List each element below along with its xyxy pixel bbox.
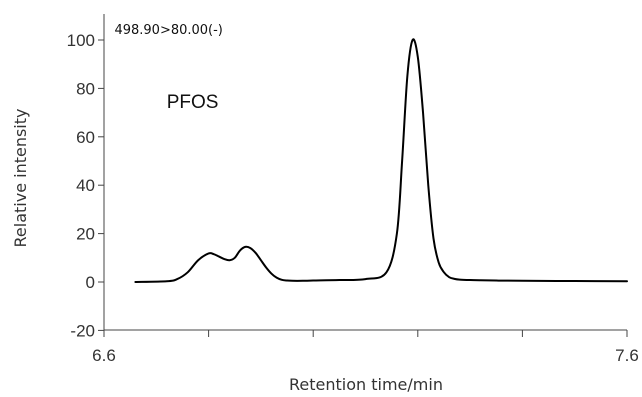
y-axis-title: Relative intensity xyxy=(11,109,30,248)
y-tick-label: 40 xyxy=(76,176,95,195)
plot-area: -20 0 20 40 60 80 100 6.6 7.6 498.90>80.00(-) PF… xyxy=(67,14,639,365)
y-tick-label: -20 xyxy=(70,321,95,340)
chromatogram-trace xyxy=(134,38,628,283)
y-axis-ticks: -20 0 20 40 60 80 100 xyxy=(67,31,104,340)
transition-annotation: 498.90>80.00(-) xyxy=(114,23,222,38)
compound-label: PFOS xyxy=(167,92,219,113)
annotations: 498.90>80.00(-) PFOS xyxy=(114,23,222,113)
y-tick-label: 100 xyxy=(67,31,95,50)
x-tick-label: 7.6 xyxy=(615,346,639,365)
x-tick-label: 6.6 xyxy=(92,346,116,365)
x-axis-title: Retention time/min xyxy=(289,375,443,394)
y-tick-label: 60 xyxy=(76,128,95,147)
y-tick-label: 0 xyxy=(86,273,95,292)
x-axis-ticks: 6.6 7.6 xyxy=(92,330,639,365)
y-tick-label: 20 xyxy=(76,225,95,244)
y-tick-label: 80 xyxy=(76,79,95,98)
